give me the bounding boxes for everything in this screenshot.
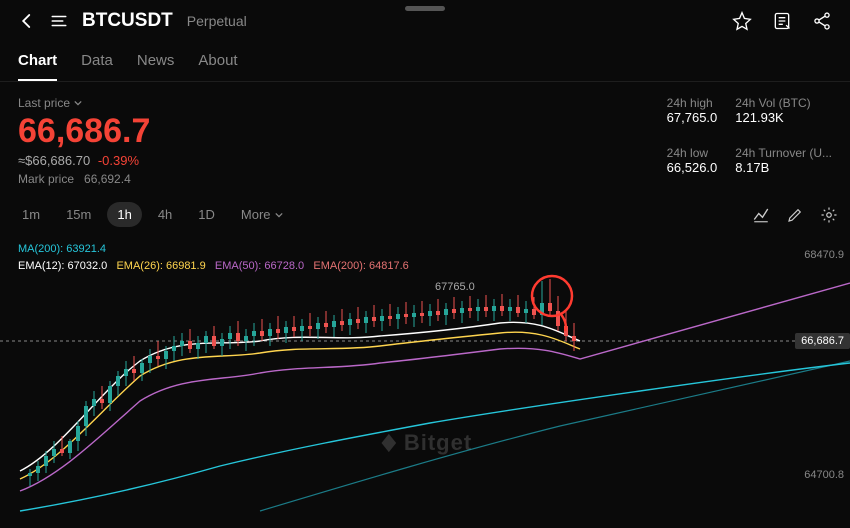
mark-label: Mark price — [18, 172, 74, 186]
chart-svg[interactable] — [0, 241, 850, 521]
last-price-dropdown[interactable]: Last price — [18, 96, 667, 110]
share-icon[interactable] — [812, 11, 832, 31]
note-icon[interactable] — [772, 11, 792, 31]
tab-data[interactable]: Data — [81, 52, 113, 81]
ind-ema200: EMA(200): 64817.6 — [313, 260, 408, 272]
chart-type-icon[interactable] — [752, 206, 770, 224]
stat-vol-value: 121.93K — [735, 110, 832, 125]
tab-about[interactable]: About — [198, 52, 237, 81]
last-price-label: Last price — [18, 96, 70, 110]
yaxis-top: 68470.9 — [804, 249, 844, 261]
chevron-down-icon — [74, 100, 82, 106]
tf-more[interactable]: More — [231, 202, 293, 227]
tab-chart[interactable]: Chart — [18, 52, 57, 81]
ind-ema26: EMA(26): 66981.9 — [116, 260, 205, 272]
instrument-type: Perpetual — [187, 13, 247, 29]
tf-4h[interactable]: 4h — [148, 202, 182, 227]
price-row: Last price 66,686.7 ≈$66,686.70 -0.39% M… — [0, 82, 850, 194]
gear-icon[interactable] — [820, 206, 838, 224]
tf-1m[interactable]: 1m — [12, 202, 50, 227]
stat-low-value: 66,526.0 — [667, 160, 718, 175]
drag-handle[interactable] — [405, 6, 445, 11]
price-main: 66,686.7 — [18, 112, 667, 151]
mark-price: Mark price 66,692.4 — [18, 172, 667, 186]
tf-1h[interactable]: 1h — [107, 202, 141, 227]
star-icon[interactable] — [732, 11, 752, 31]
tf-more-label: More — [241, 207, 271, 222]
tf-15m[interactable]: 15m — [56, 202, 101, 227]
draw-icon[interactable] — [786, 206, 804, 224]
header-actions — [732, 11, 832, 31]
yaxis-bottom: 64700.8 — [804, 469, 844, 481]
chevron-down-icon — [275, 212, 283, 218]
high-annotation: 67765.0 — [435, 281, 475, 293]
stat-turnover-value: 8.17B — [735, 160, 832, 175]
ind-ma200: MA(200): 63921.4 — [18, 241, 409, 258]
price-approx: ≈$66,686.70 — [18, 153, 90, 168]
stat-high-value: 67,765.0 — [667, 110, 718, 125]
stats-grid: 24h high 67,765.0 24h Vol (BTC) 121.93K … — [667, 96, 832, 186]
mark-value: 66,692.4 — [84, 172, 131, 186]
indicators: MA(200): 63921.4 EMA(12): 67032.0 EMA(26… — [18, 241, 409, 274]
ind-ema50: EMA(50): 66728.0 — [215, 260, 304, 272]
back-icon[interactable] — [18, 12, 36, 30]
tabs: Chart Data News About — [0, 38, 850, 82]
current-price-tag: 66,686.7 — [795, 333, 850, 349]
tab-news[interactable]: News — [137, 52, 175, 81]
stat-high-label: 24h high — [667, 96, 718, 110]
chart-area[interactable]: MA(200): 63921.4 EMA(12): 67032.0 EMA(26… — [0, 241, 850, 521]
stat-turnover-label: 24h Turnover (U... — [735, 146, 832, 160]
timeframes: 1m 15m 1h 4h 1D More — [0, 194, 850, 235]
tf-1d[interactable]: 1D — [188, 202, 225, 227]
stat-low-label: 24h low — [667, 146, 718, 160]
price-sub: ≈$66,686.70 -0.39% — [18, 153, 667, 168]
ind-ema12: EMA(12): 67032.0 — [18, 260, 107, 272]
symbol[interactable]: BTCUSDT — [82, 10, 173, 32]
menu-icon[interactable] — [50, 12, 68, 30]
pct-change: -0.39% — [98, 153, 139, 168]
stat-vol-label: 24h Vol (BTC) — [735, 96, 832, 110]
